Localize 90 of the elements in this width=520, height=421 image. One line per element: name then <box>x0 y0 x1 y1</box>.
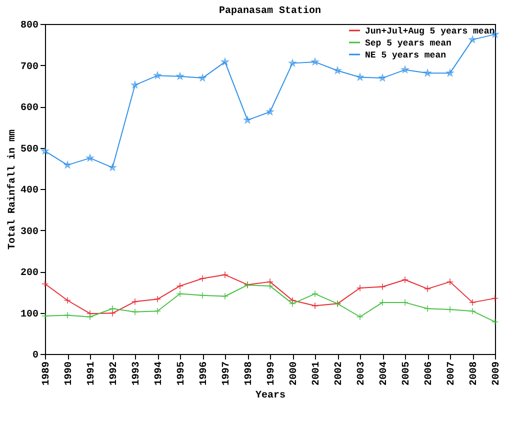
point <box>378 283 386 290</box>
x-tick-label: 1998 <box>244 362 255 386</box>
legend-label: Sep 5 years mean <box>365 38 452 48</box>
point <box>41 312 49 320</box>
point <box>424 69 432 76</box>
x-tick-label: 2001 <box>312 362 322 386</box>
x-tick-label: 2003 <box>356 362 368 386</box>
point <box>266 282 274 290</box>
point <box>491 318 499 326</box>
legend-label: Jun+Jul+Aug 5 years mean <box>365 26 495 36</box>
point <box>221 292 229 300</box>
point <box>311 290 319 298</box>
y-tick-label: 800 <box>20 20 38 32</box>
y-tick-label: 700 <box>20 62 38 73</box>
point <box>446 278 454 286</box>
x-tick-label: 2004 <box>379 362 390 386</box>
x-tick-label: 2000 <box>289 362 300 386</box>
x-tick-label: 2002 <box>334 362 345 386</box>
point <box>64 161 72 168</box>
point <box>491 294 499 302</box>
point <box>131 298 139 306</box>
point <box>64 312 72 319</box>
point <box>401 66 409 73</box>
y-tick-label: 600 <box>20 103 38 114</box>
point <box>311 302 319 310</box>
point <box>356 284 364 292</box>
point <box>401 276 409 284</box>
y-tick-label: 100 <box>20 309 38 320</box>
x-tick-label: 2007 <box>446 362 458 386</box>
point <box>244 116 252 124</box>
point <box>176 290 184 298</box>
point <box>41 147 49 154</box>
point <box>468 298 476 306</box>
x-tick-label: 1994 <box>154 362 165 386</box>
point <box>356 74 364 80</box>
point <box>446 69 454 76</box>
x-tick-label: 2005 <box>402 362 412 386</box>
x-tick-label: 1996 <box>199 362 210 386</box>
x-tick-label: 1990 <box>64 362 75 386</box>
x-tick-label: 2008 <box>469 362 480 386</box>
x-tick-label: 1989 <box>42 362 52 386</box>
chart-title: Papanasam Station <box>218 5 322 17</box>
point <box>266 278 274 286</box>
y-tick-label: 500 <box>20 144 38 156</box>
point <box>424 304 432 312</box>
x-tick-label: 1993 <box>132 362 142 386</box>
x-tick-label: 2006 <box>424 362 435 386</box>
y-axis-title: Total Rainfall in mm <box>6 129 18 250</box>
y-tick-label: 0 <box>32 350 38 362</box>
point <box>468 36 476 43</box>
point <box>356 313 364 321</box>
point <box>221 271 229 278</box>
point <box>108 164 116 171</box>
point <box>446 306 454 314</box>
point <box>468 307 476 315</box>
point <box>334 66 342 74</box>
point <box>288 60 296 66</box>
point <box>86 313 94 321</box>
point <box>154 307 162 315</box>
x-tick-label: 1997 <box>222 362 232 386</box>
point <box>41 280 49 288</box>
point <box>311 58 319 66</box>
point <box>176 282 184 290</box>
x-tick-label: 2009 <box>492 362 502 386</box>
x-tick-label: 1992 <box>109 362 120 386</box>
y-tick-label: 300 <box>20 226 38 238</box>
point <box>198 292 206 300</box>
point <box>131 81 139 88</box>
x-tick-label: 1999 <box>266 362 278 386</box>
point <box>424 285 432 292</box>
point <box>108 310 116 317</box>
point <box>288 300 296 308</box>
point <box>176 72 184 80</box>
y-tick-label: 200 <box>20 268 38 279</box>
x-tick-label: 1995 <box>176 362 188 386</box>
point <box>198 274 206 282</box>
y-tick-label: 400 <box>20 186 38 196</box>
x-tick-label: 1991 <box>86 362 98 386</box>
point <box>221 58 229 66</box>
point <box>266 108 274 115</box>
point <box>64 296 72 304</box>
legend-label: NE 5 years mean <box>365 50 446 60</box>
point <box>108 304 116 312</box>
point <box>198 74 206 82</box>
point <box>154 72 162 79</box>
point <box>86 154 94 162</box>
point <box>131 308 139 316</box>
point <box>154 295 162 303</box>
point <box>378 74 386 82</box>
x-axis-title: Years <box>255 390 286 402</box>
